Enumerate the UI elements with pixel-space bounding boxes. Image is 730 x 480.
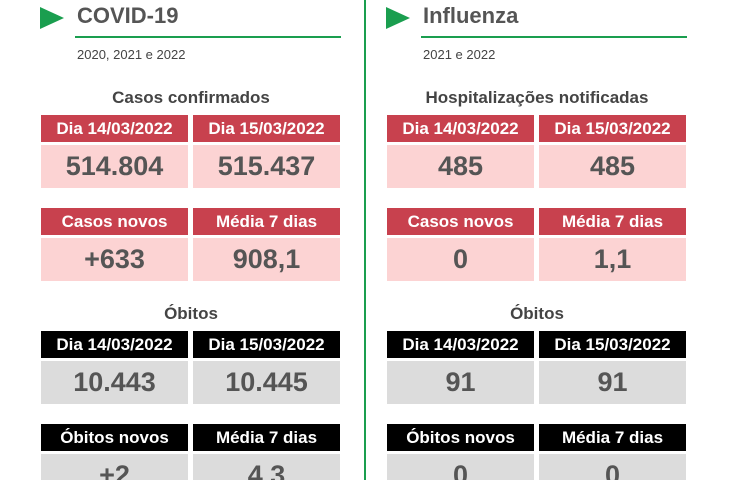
header-cell: Dia 14/03/2022 xyxy=(387,115,534,142)
value-cell: 91 xyxy=(539,361,686,404)
header-cell: Dia 14/03/2022 xyxy=(41,331,188,358)
value-cell: 0 xyxy=(387,238,534,281)
panel-title: COVID-19 xyxy=(77,3,179,28)
header-cell: Óbitos novos xyxy=(387,424,534,451)
panel-title: Influenza xyxy=(423,3,519,28)
header-cell: Dia 15/03/2022 xyxy=(193,331,340,358)
value-cell: 10.443 xyxy=(41,361,188,404)
title-underline xyxy=(75,36,341,38)
value-cell: +2 xyxy=(41,454,188,480)
header-cell: Média 7 dias xyxy=(193,424,340,451)
header-cell: Dia 15/03/2022 xyxy=(539,115,686,142)
header-cell: Média 7 dias xyxy=(193,208,340,235)
header-cell: Média 7 dias xyxy=(539,424,686,451)
header-cell: Casos novos xyxy=(387,208,534,235)
value-cell: 485 xyxy=(539,145,686,188)
value-cell: +633 xyxy=(41,238,188,281)
section-label: Casos confirmados xyxy=(112,88,270,107)
value-cell: 515.437 xyxy=(193,145,340,188)
section-label: Óbitos xyxy=(164,304,218,323)
triangle-icon xyxy=(386,7,410,29)
value-cell: 0 xyxy=(539,454,686,480)
value-cell: 908,1 xyxy=(193,238,340,281)
header-cell: Dia 14/03/2022 xyxy=(41,115,188,142)
value-cell: 91 xyxy=(387,361,534,404)
value-cell: 514.804 xyxy=(41,145,188,188)
panel-subtitle: 2020, 2021 e 2022 xyxy=(77,47,186,62)
value-cell: 10.445 xyxy=(193,361,340,404)
header-cell: Dia 15/03/2022 xyxy=(539,331,686,358)
value-cell: 485 xyxy=(387,145,534,188)
title-underline xyxy=(421,36,687,38)
section-label: Óbitos xyxy=(510,304,564,323)
value-cell: 0 xyxy=(387,454,534,480)
divider xyxy=(364,0,366,480)
value-cell: 4,3 xyxy=(193,454,340,480)
header-cell: Dia 14/03/2022 xyxy=(387,331,534,358)
header-cell: Dia 15/03/2022 xyxy=(193,115,340,142)
section-label: Hospitalizações notificadas xyxy=(425,88,649,107)
header-cell: Óbitos novos xyxy=(41,424,188,451)
panel-subtitle: 2021 e 2022 xyxy=(423,47,496,62)
header-cell: Casos novos xyxy=(41,208,188,235)
triangle-icon xyxy=(40,7,64,29)
value-cell: 1,1 xyxy=(539,238,686,281)
header-cell: Média 7 dias xyxy=(539,208,686,235)
